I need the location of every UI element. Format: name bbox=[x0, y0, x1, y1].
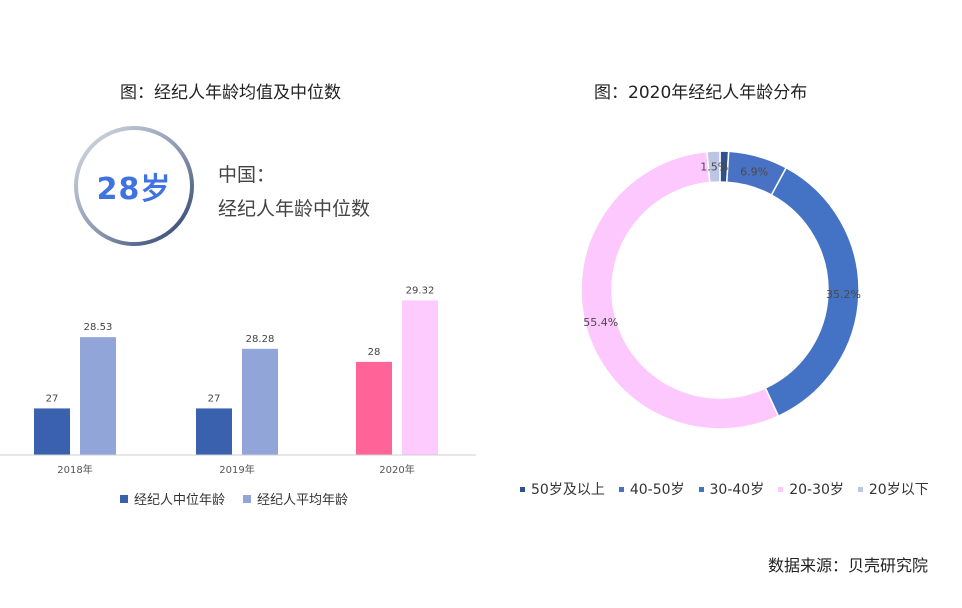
legend-swatch bbox=[857, 486, 863, 492]
legend-label: 20-30岁 bbox=[789, 482, 844, 498]
bar-chart-title: 图：经纪人年龄均值及中位数 bbox=[120, 83, 341, 103]
highlight-ring-icon bbox=[74, 126, 194, 246]
median-age-description: 中国： 经纪人年龄中位数 bbox=[218, 158, 370, 226]
bar-median-0 bbox=[34, 408, 70, 455]
legend-label: 20岁以下 bbox=[868, 482, 929, 498]
legend-swatch bbox=[520, 486, 525, 492]
legend-swatch bbox=[243, 494, 252, 503]
x-tick-label: 2019年 bbox=[219, 463, 254, 476]
bar-median-1 bbox=[196, 408, 232, 455]
legend-swatch bbox=[120, 494, 128, 503]
description-country: 中国： bbox=[218, 164, 276, 186]
median-age-value: 28岁 bbox=[96, 172, 172, 207]
bar-average-0 bbox=[80, 337, 116, 455]
legend-item-2: 30-40岁 bbox=[698, 479, 765, 499]
bar-average-2 bbox=[402, 300, 438, 455]
donut-data-label: 35.2% bbox=[826, 288, 861, 301]
donut-data-label: 1.5% bbox=[700, 161, 728, 174]
donut-data-label: 55.4% bbox=[583, 316, 618, 329]
bar-data-label: 28.28 bbox=[246, 334, 275, 345]
data-source: 数据来源：贝壳研究院 bbox=[767, 556, 928, 575]
legend-label: 40-50岁 bbox=[629, 482, 685, 498]
donut-slice-3 bbox=[580, 150, 780, 430]
bar-data-label: 28.53 bbox=[84, 322, 113, 333]
bar-data-label: 28 bbox=[368, 347, 381, 358]
donut-data-label: 6.9% bbox=[740, 165, 768, 178]
legend-item-average: 经纪人平均年龄 bbox=[243, 489, 348, 508]
legend-item-4: 20岁以下 bbox=[857, 479, 929, 499]
legend-item-0: 50岁及以上 bbox=[520, 479, 605, 499]
legend-item-median: 经纪人中位年龄 bbox=[120, 489, 225, 508]
legend-label: 30-40岁 bbox=[709, 482, 765, 498]
description-metric: 经纪人年龄中位数 bbox=[218, 198, 371, 220]
legend-swatch bbox=[618, 486, 624, 492]
legend-label: 50岁及以上 bbox=[531, 482, 605, 498]
x-tick-label: 2018年 bbox=[57, 463, 92, 476]
bar-data-label: 29.32 bbox=[406, 285, 435, 296]
donut-chart-legend: 50岁及以上 40-50岁 30-40岁 20-30岁 20岁以下 bbox=[520, 479, 929, 499]
legend-label: 经纪人平均年龄 bbox=[257, 493, 349, 508]
legend-label: 经纪人中位年龄 bbox=[134, 493, 226, 508]
donut-chart: 1.0% 6.9%35.2%55.4%1.5% bbox=[580, 150, 861, 430]
donut-slice-4 bbox=[706, 150, 721, 184]
legend-swatch bbox=[778, 486, 784, 492]
legend-item-3: 20-30岁 bbox=[778, 479, 844, 499]
bar-median-2 bbox=[356, 361, 392, 455]
x-tick-label: 2020年 bbox=[379, 463, 414, 476]
bar-chart: 27 28.53 2018年 27 28.28 2019年 28 29.32 2020年 bbox=[0, 285, 476, 476]
bar-data-label: 27 bbox=[46, 393, 59, 404]
median-age-highlight: 28岁 bbox=[72, 124, 196, 248]
legend-item-1: 40-50岁 bbox=[618, 479, 685, 499]
legend-swatch bbox=[698, 486, 704, 492]
donut-chart-title: 图：2020年经纪人年龄分布 bbox=[594, 83, 808, 103]
bar-chart-legend: 经纪人中位年龄 经纪人平均年龄 bbox=[120, 489, 348, 508]
bar-average-1 bbox=[242, 348, 278, 455]
bar-data-label: 27 bbox=[208, 393, 221, 404]
